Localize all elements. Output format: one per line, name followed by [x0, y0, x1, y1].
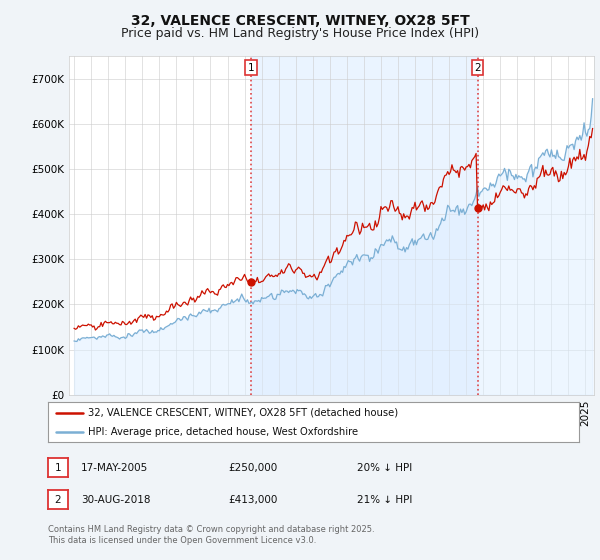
- Text: 20% ↓ HPI: 20% ↓ HPI: [357, 463, 412, 473]
- Bar: [251, 56, 478, 395]
- Text: Contains HM Land Registry data © Crown copyright and database right 2025.
This d: Contains HM Land Registry data © Crown c…: [48, 525, 374, 545]
- Text: HPI: Average price, detached house, West Oxfordshire: HPI: Average price, detached house, West…: [88, 427, 358, 436]
- Text: £413,000: £413,000: [228, 494, 277, 505]
- Text: £250,000: £250,000: [228, 463, 277, 473]
- Text: 32, VALENCE CRESCENT, WITNEY, OX28 5FT: 32, VALENCE CRESCENT, WITNEY, OX28 5FT: [131, 14, 469, 28]
- Text: 17-MAY-2005: 17-MAY-2005: [81, 463, 148, 473]
- Text: 30-AUG-2018: 30-AUG-2018: [81, 494, 151, 505]
- Text: 2: 2: [55, 494, 61, 505]
- Text: 2: 2: [474, 63, 481, 73]
- Text: 21% ↓ HPI: 21% ↓ HPI: [357, 494, 412, 505]
- Text: 32, VALENCE CRESCENT, WITNEY, OX28 5FT (detached house): 32, VALENCE CRESCENT, WITNEY, OX28 5FT (…: [88, 408, 398, 418]
- Text: 1: 1: [248, 63, 254, 73]
- Text: 1: 1: [55, 463, 61, 473]
- Text: Price paid vs. HM Land Registry's House Price Index (HPI): Price paid vs. HM Land Registry's House …: [121, 27, 479, 40]
